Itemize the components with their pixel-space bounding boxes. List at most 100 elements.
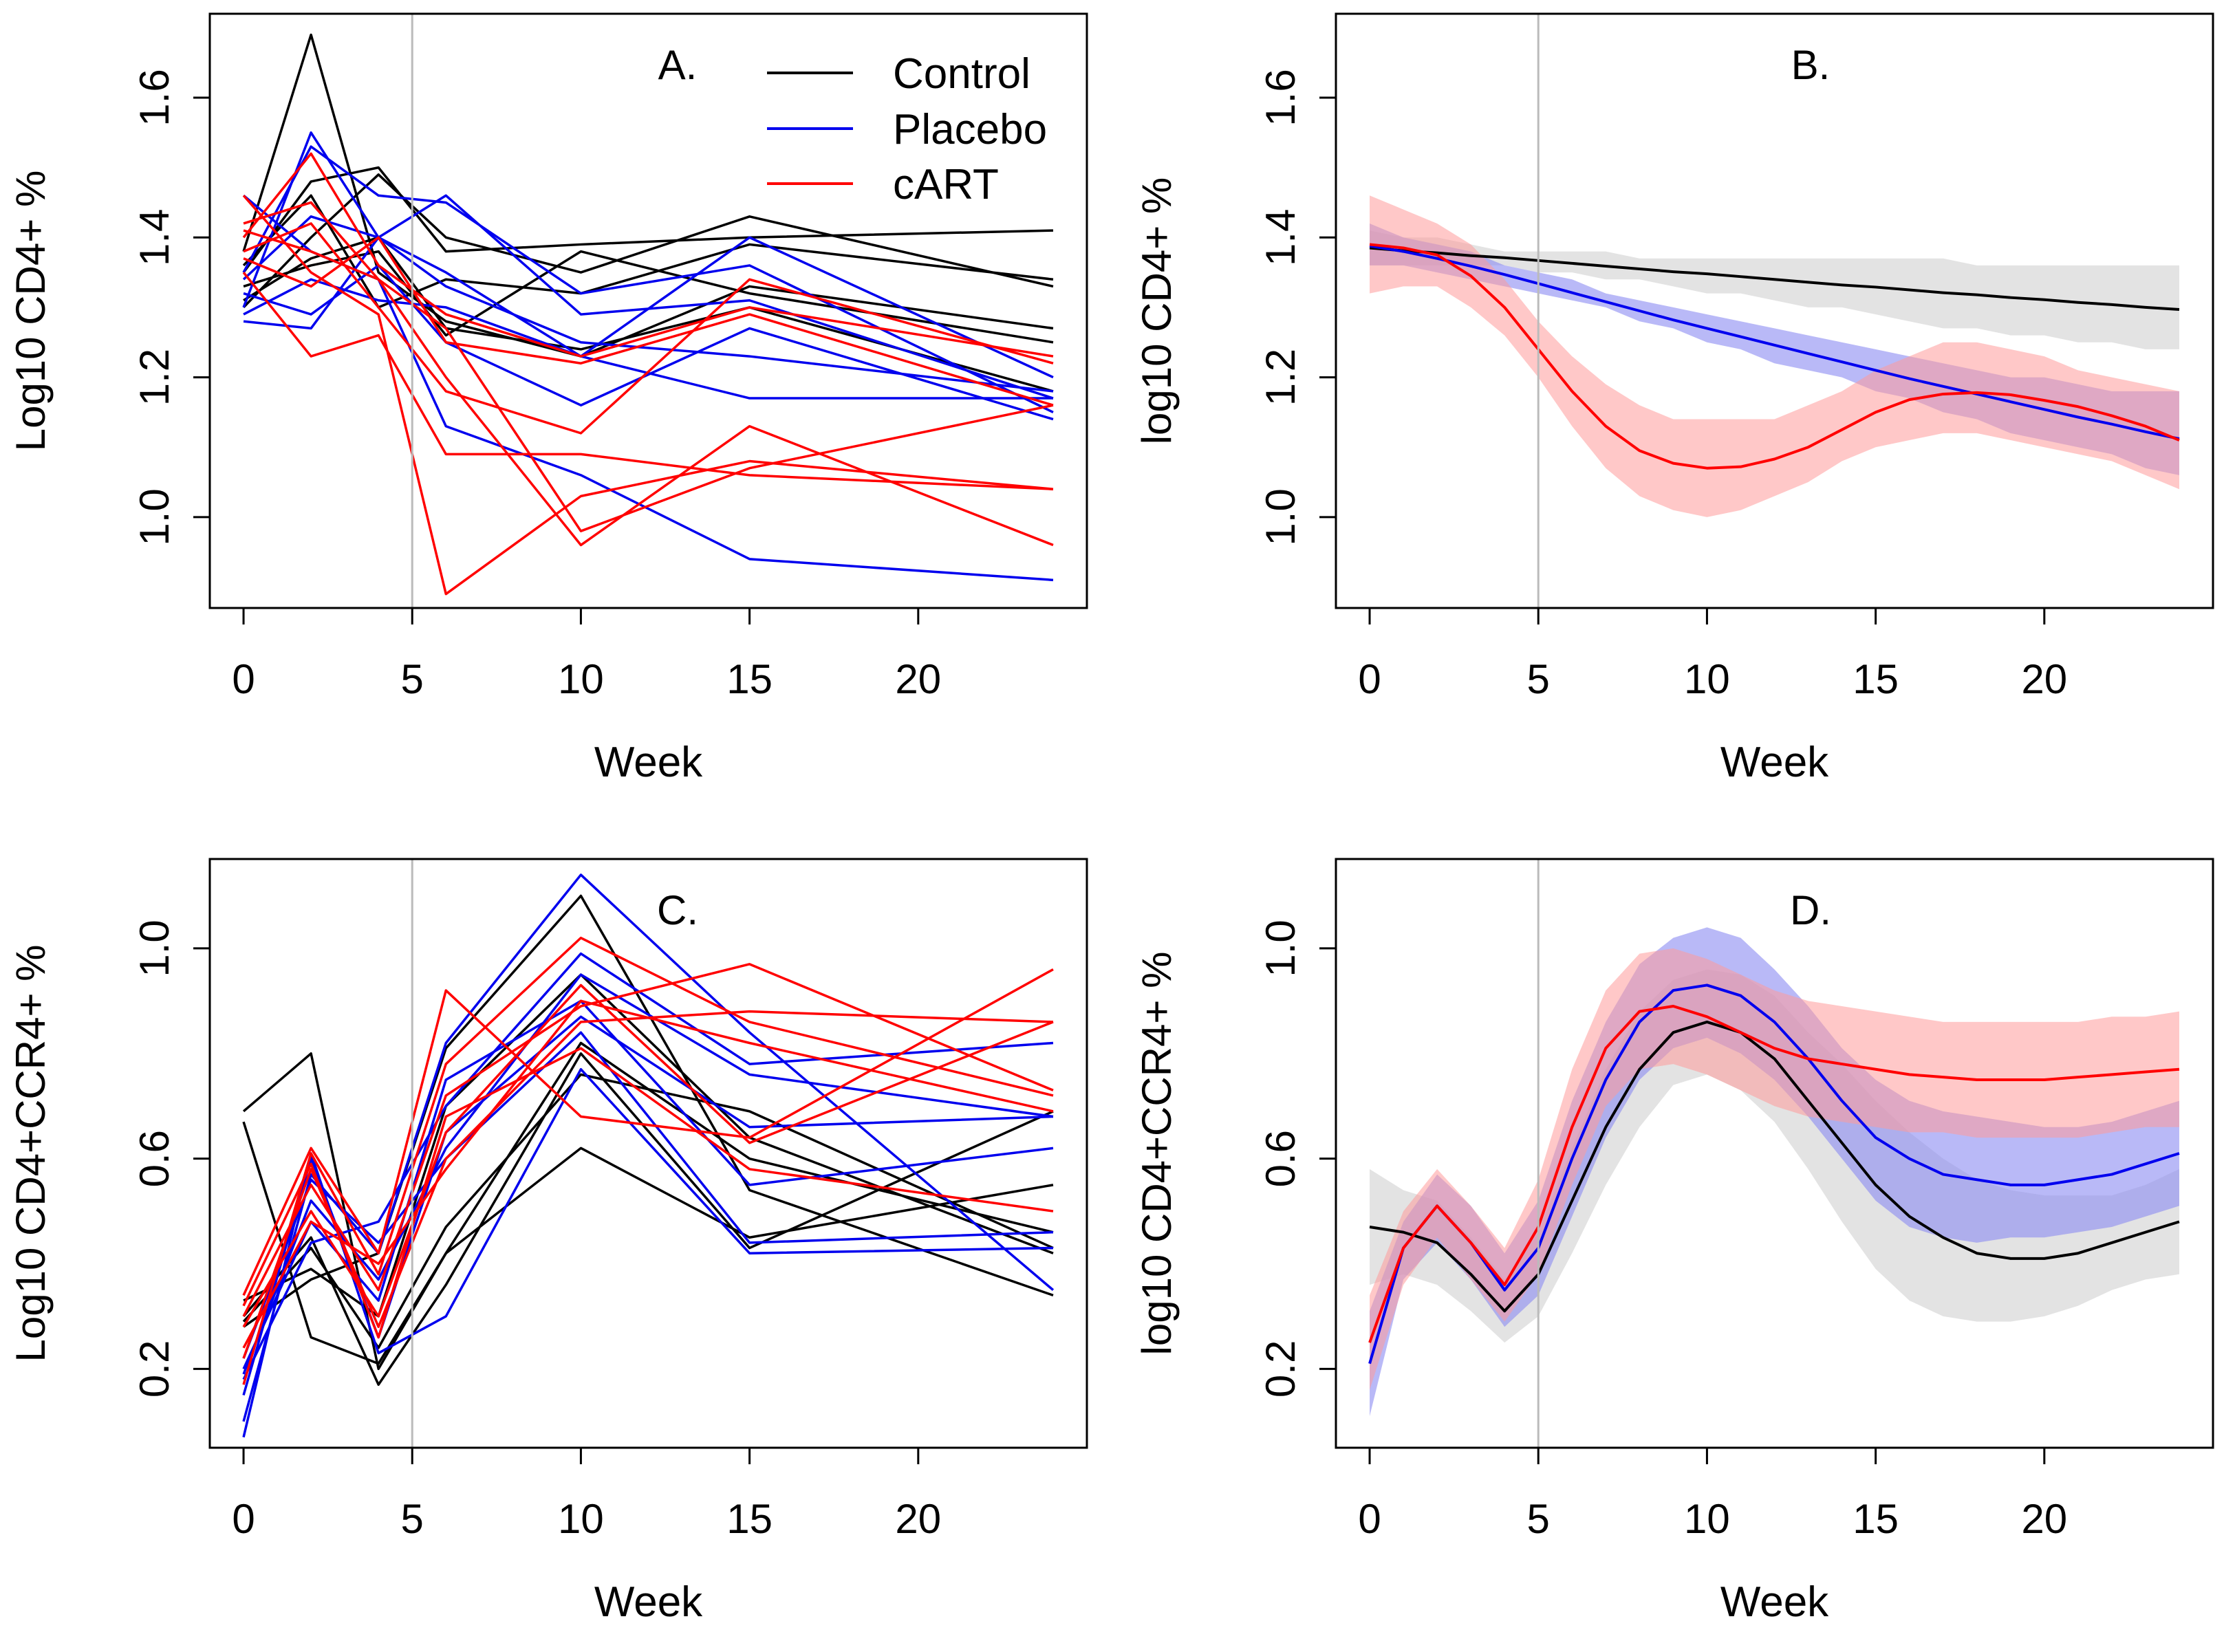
panel-b-frame: [1335, 12, 2214, 609]
panel-a-series-control-3: [242, 173, 1054, 309]
panel-d-series-placebo-2: [1368, 983, 2180, 1365]
panel-b-axes: 0 5 10 15 20 1.0 1.2 1.4 1.6: [1257, 69, 2067, 702]
panel-c-ytick-label: 1.0: [131, 920, 177, 977]
panel-c-axes: 0 5 10 15 20 0.2 0.6 1.0: [131, 920, 941, 1542]
panel-d-ytick-label: 0.2: [1257, 1340, 1304, 1398]
panel-b-ytick-label: 1.6: [1257, 69, 1304, 126]
panel-a-ytick-label: 1.0: [131, 488, 177, 545]
panel-c-series-control-2: [242, 1041, 1054, 1365]
panel-a-frame: [208, 12, 1088, 609]
panel-a-series-cart-19: [243, 236, 1054, 406]
panel-a-ylabel: Log10 CD4+ %: [8, 171, 54, 452]
panel-d-xtick-label: 0: [1358, 1496, 1381, 1542]
panel-c-series-control-4: [243, 894, 1054, 1328]
panel-d-ytick-label: 0.6: [1257, 1130, 1304, 1187]
panel-d-xtick-label: 10: [1684, 1496, 1730, 1542]
panel-b-marks: [1369, 195, 2180, 517]
panel-a-series-control-4: [243, 250, 1054, 344]
panel-a-series-placebo-7: [242, 131, 1054, 379]
panel-b-ytick-label: 1.4: [1257, 209, 1304, 266]
legend: Control Placebo cART: [767, 50, 1047, 208]
panel-c-xlabel: Week: [594, 1578, 703, 1626]
panel-a-series-cart-18: [243, 222, 1054, 435]
panel-c-label: C.: [657, 887, 698, 933]
panel-a-xtick-label: 15: [726, 656, 773, 702]
panel-c-xtick-label: 5: [401, 1496, 424, 1542]
panel-a-series-placebo-12: [243, 278, 1053, 400]
panel-d-band-control: [1370, 969, 2179, 1343]
panel-a-xtick-label: 20: [895, 656, 941, 702]
panel-c-series-placebo-8: [242, 873, 1055, 1422]
panel-a-series-placebo-11: [242, 145, 1054, 413]
panel-d-axes: 0 5 10 15 20 0.2 0.6 1.0: [1257, 920, 2067, 1542]
panel-d-frame: [1335, 858, 2214, 1449]
panel-c-ylabel: Log10 CD4+CCR4+ %: [8, 944, 54, 1362]
panel-b-xtick-label: 10: [1684, 656, 1730, 702]
panel-b-band-cart: [1370, 195, 2179, 517]
panel-c-series-cart-18: [242, 963, 1054, 1317]
panel-c-series-cart-16: [242, 983, 1054, 1328]
panel-a-ytick-label: 1.4: [131, 209, 177, 266]
panel-a-axes: 0 5 10 15 20 1.0 1.2 1.4 1.6: [131, 69, 941, 702]
panel-b-band-control: [1370, 230, 2179, 349]
panel-c-series-placebo-9: [242, 952, 1054, 1380]
panel-a: 0 5 10 15 20 1.0 1.2 1.4 1.6 A. Week Log10 CD4+ …: [8, 12, 1088, 786]
panel-c-xtick-label: 10: [558, 1496, 604, 1542]
panel-c-ytick-label: 0.6: [131, 1130, 177, 1187]
panel-c-series-control-3: [242, 1052, 1054, 1387]
panel-c-series-control-6: [242, 1073, 1054, 1349]
panel-a-ytick-label: 1.2: [131, 349, 177, 406]
panel-b-xtick-label: 0: [1358, 656, 1381, 702]
panel-a-xtick-label: 10: [558, 656, 604, 702]
panel-b-xlabel: Week: [1720, 739, 1829, 786]
panel-a-marks: [242, 33, 1054, 596]
panel-d-xlabel: Week: [1720, 1578, 1829, 1626]
panel-d-ylabel: log10 CD4+CCR4+ %: [1134, 952, 1180, 1356]
panel-a-series-control-5: [242, 194, 1054, 309]
panel-c-series-cart-15: [242, 936, 1054, 1385]
panel-c-xtick-label: 0: [232, 1496, 255, 1542]
panel-c: 0 5 10 15 20 0.2 0.6 1.0 C. Week Log10 CD4+CCR4…: [8, 858, 1088, 1626]
panel-a-series-cart-15: [242, 152, 1054, 358]
panel-c-series-placebo-10: [242, 973, 1054, 1375]
legend-control-label: Control: [893, 50, 1030, 98]
panel-d-band-cart: [1370, 948, 2179, 1390]
panel-b-series-placebo-2: [1369, 244, 2180, 440]
panel-a-xtick-label: 5: [401, 656, 424, 702]
panel-a-series-placebo-9: [243, 194, 1054, 400]
panel-a-series-control-1: [242, 33, 1054, 358]
panel-d-series-control-1: [1369, 1020, 2180, 1313]
panel-c-ytick-label: 0.2: [131, 1340, 177, 1398]
panel-d: 0 5 10 15 20 0.2 0.6 1.0 D. Week log10 CD4+CCR4…: [1134, 858, 2214, 1626]
panel-b-label: B.: [1791, 42, 1831, 88]
legend-placebo-label: Placebo: [893, 106, 1047, 153]
panel-b-xtick-label: 20: [2021, 656, 2067, 702]
panel-a-xlabel: Week: [594, 739, 703, 786]
panel-d-xtick-label: 20: [2021, 1496, 2067, 1542]
panel-d-marks: [1368, 927, 2180, 1417]
panel-d-label: D.: [1790, 887, 1831, 933]
panel-c-xtick-label: 15: [726, 1496, 773, 1542]
panel-b-ylabel: log10 CD4+ %: [1134, 177, 1180, 445]
panel-c-frame: [208, 858, 1088, 1449]
panel-b-ytick-label: 1.2: [1257, 349, 1304, 406]
panel-c-series-cart-19: [242, 999, 1054, 1349]
panel-b-series-cart-3: [1369, 243, 2180, 470]
panel-a-series-cart-16: [242, 271, 1054, 490]
panel-a-series-cart-20: [243, 229, 1054, 532]
legend-cart-label: cART: [893, 161, 999, 208]
panel-a-series-cart-17: [243, 201, 1054, 547]
panel-a-xtick-label: 0: [232, 656, 255, 702]
panel-d-series-cart-3: [1368, 1005, 2180, 1343]
panel-d-xtick-label: 15: [1853, 1496, 1899, 1542]
panel-a-ytick-label: 1.6: [131, 69, 177, 126]
panel-a-series-placebo-13: [242, 215, 1054, 393]
panel-b-series-control-1: [1369, 246, 2180, 311]
panel-b-xtick-label: 15: [1853, 656, 1899, 702]
panel-b-ytick-label: 1.0: [1257, 488, 1304, 545]
panel-d-xtick-label: 5: [1527, 1496, 1550, 1542]
panel-c-series-cart-14: [242, 968, 1054, 1296]
panel-c-series-cart-17: [242, 1010, 1054, 1359]
panel-c-series-cart-20: [242, 1047, 1054, 1339]
